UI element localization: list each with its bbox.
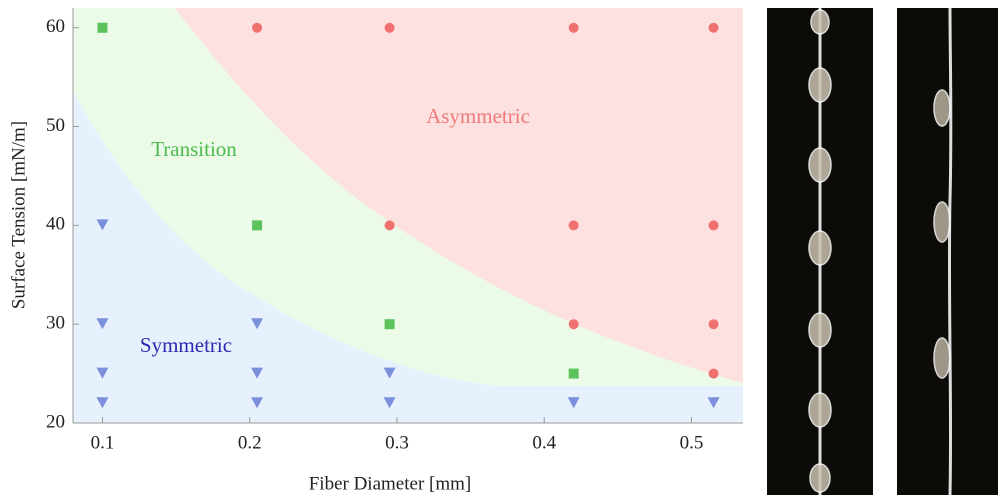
y-tick-label: 30 [46, 313, 65, 334]
point [96, 219, 109, 231]
y-axis-label: Surface Tension [mN/m] [8, 121, 29, 309]
point [97, 22, 108, 33]
region-label: Asymmetric [426, 104, 530, 128]
point [708, 22, 719, 33]
point [96, 397, 109, 409]
point [251, 367, 264, 379]
point [708, 220, 719, 231]
y-tick-label: 50 [46, 115, 65, 136]
x-tick-label: 0.5 [680, 432, 704, 453]
x-tick-label: 0.2 [238, 432, 262, 453]
point [383, 397, 396, 409]
point [96, 318, 109, 330]
regions [73, 8, 743, 423]
x-tick-label: 0.3 [385, 432, 409, 453]
x-axis-label: Fiber Diameter [mm] [309, 473, 472, 494]
region-label: Transition [151, 137, 237, 161]
point [708, 319, 719, 330]
point [384, 319, 395, 330]
point [384, 220, 395, 231]
point [568, 368, 579, 379]
point [251, 397, 264, 409]
point [383, 367, 396, 379]
point [567, 397, 580, 409]
symmetric-region [73, 90, 743, 423]
point [708, 368, 719, 379]
point [568, 22, 579, 33]
point [707, 397, 720, 409]
point [251, 318, 264, 330]
photo-asymmetric [897, 7, 998, 496]
point [568, 220, 579, 231]
point [252, 220, 263, 231]
photo-symmetric [767, 8, 873, 495]
point [96, 367, 109, 379]
asymmetric-region [175, 8, 743, 383]
x-tick-label: 0.4 [532, 432, 556, 453]
point [568, 319, 579, 330]
y-tick-label: 60 [46, 16, 65, 37]
point [384, 22, 395, 33]
y-tick-label: 40 [46, 214, 65, 235]
x-tick-label: 0.1 [91, 432, 115, 453]
y-tick-label: 20 [46, 411, 65, 432]
point [252, 22, 263, 33]
region-label: Symmetric [140, 333, 232, 357]
